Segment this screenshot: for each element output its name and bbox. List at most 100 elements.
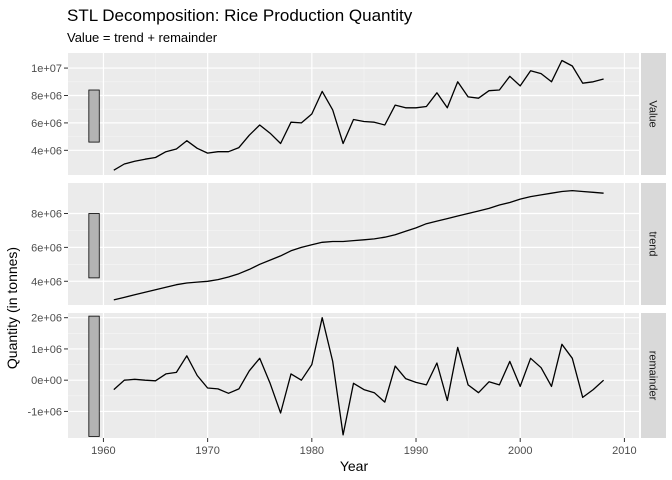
data-point: 1982: 6.3M — [331, 239, 335, 243]
x-tick-label: 1980 — [300, 445, 324, 457]
data-point: 2005: 9.3M — [570, 189, 574, 193]
data-point: 1985: 6.5M — [362, 238, 366, 242]
data-point: 2002: 9.1M — [539, 193, 543, 197]
data-point: 1970: 4.0M — [206, 279, 210, 283]
data-point: 1980: 6.7M — [310, 112, 314, 116]
data-point: 1984: -0.1M — [352, 381, 356, 385]
panel-remainder: -1e+06 0e+00 1e+06 2e+06 1961: -0.3M 1962: 0 1… — [27, 313, 666, 438]
data-point: 1992: 8.2M — [435, 91, 439, 95]
facet-strip-label: trend — [647, 231, 659, 256]
data-point: 1996: -0.4M — [477, 391, 481, 395]
data-point: 1979: 6.0M — [299, 121, 303, 125]
y-tick-label: 4e+06 — [31, 276, 62, 288]
panel-background — [68, 313, 639, 438]
data-point: 1966: 3.9M — [164, 150, 168, 154]
data-point: 2006: 9.3M — [581, 189, 585, 193]
data-point: 1980: 0.5M — [310, 363, 314, 367]
data-point: 1999: 8.7M — [508, 200, 512, 204]
data-point: 1977: 4.5M — [279, 141, 283, 145]
data-point: 1969: 4.2M — [195, 146, 199, 150]
x-tick-label: 2000 — [508, 445, 532, 457]
x-tick-label: 1990 — [404, 445, 428, 457]
y-tick-label: 4e+06 — [31, 145, 62, 157]
data-point: 2004: 9.3M — [560, 189, 564, 193]
data-point: 1984: 6.4M — [352, 239, 356, 243]
data-point: 1997: 8.3M — [487, 206, 491, 210]
data-point: 1995: 8.0M — [466, 212, 470, 216]
data-point: 2007: -0.3M — [591, 388, 595, 392]
data-point: 2000: -0.2M — [518, 384, 522, 388]
data-point: 1979: 0 — [299, 378, 303, 382]
data-point: 1974: 4.7M — [247, 267, 251, 271]
y-tick-label: 0e+00 — [31, 375, 62, 387]
data-point: 2000: 8.7M — [518, 84, 522, 88]
major-gridlines — [68, 183, 639, 305]
scale-bar — [88, 89, 100, 143]
data-point: 1998: 8.5M — [497, 203, 501, 207]
chart-subtitle: Value = trend + remainder — [67, 30, 218, 45]
series-line-value — [113, 59, 604, 171]
data-point: 1993: 7.1M — [445, 106, 449, 110]
data-point: 1967: 0.3M — [174, 370, 178, 374]
data-point: 1990: 7.1M — [414, 106, 418, 110]
minor-gridlines — [68, 53, 639, 175]
panel-value: 4e+06 6e+06 8e+06 1e+07 1961: 2.5M 1962: 3.0M… — [31, 53, 666, 175]
data-point: 1974: 0.3M — [247, 369, 251, 373]
y-tick-label: 2e+06 — [31, 313, 62, 325]
data-point: 1967: 4.1M — [174, 147, 178, 151]
data-point: 1994: 7.8M — [456, 214, 460, 218]
data-point: 1978: 0.2M — [289, 372, 293, 376]
data-point: 1984: 6.3M — [352, 117, 356, 121]
data-point: 1975: 5.0M — [258, 262, 262, 266]
series-line-remainder — [113, 317, 605, 436]
data-point: 2007: 9.0M — [591, 80, 595, 84]
data-point: 1976: 5.3M — [268, 131, 272, 135]
data-point: 1987: -0.7M — [383, 400, 387, 404]
data-point: 1969: 4.0M — [195, 280, 199, 284]
data-point: 1991: 7.4M — [424, 222, 428, 226]
data-point: 2006: 8.9M — [581, 81, 585, 85]
data-point: 1963: 3.2M — [133, 159, 137, 163]
minor-gridlines — [68, 313, 639, 438]
panel-background — [68, 53, 639, 175]
panel-background — [68, 183, 639, 305]
data-point: 1964: 3.4M — [143, 290, 147, 294]
data-point: 2001: 9.0M — [529, 195, 533, 199]
data-point: 2005: 10.2M — [570, 64, 574, 68]
x-tick-label: 1970 — [195, 445, 219, 457]
data-point: 1990: -0.1M — [414, 380, 418, 384]
data-point: 1966: 0.2M — [164, 372, 168, 376]
data-point: 1992: 7.5M — [435, 219, 439, 223]
data-point: 2005: 0.7M — [570, 356, 574, 360]
data-point: 1990: 7.2M — [414, 226, 418, 230]
chart-title: STL Decomposition: Rice Production Quant… — [67, 6, 413, 25]
data-point: 2002: 9.6M — [539, 72, 543, 76]
y-tick-label: 6e+06 — [31, 242, 62, 254]
data-point: 1989: 0.1M — [404, 377, 408, 381]
x-tick-label: 1960 — [91, 445, 115, 457]
data-point: 1986: -0.4M — [372, 391, 376, 395]
data-point: 2003: 9.0M — [549, 80, 553, 84]
major-gridlines — [68, 313, 639, 438]
data-point: 1966: 3.6M — [164, 285, 168, 289]
data-point: 1989: 7.0M — [404, 229, 408, 233]
data-point: 2004: 1.1M — [560, 342, 564, 346]
data-point: 1977: 5.5M — [279, 254, 283, 258]
y-axis-title: Quantity (in tonnes) — [4, 247, 20, 369]
data-point: 1995: -0.1M — [466, 383, 470, 387]
data-point: 1975: 5.8M — [258, 123, 262, 127]
facet-strip — [641, 53, 666, 175]
data-point: 1988: 7.3M — [393, 103, 397, 107]
data-point: 1988: 6.8M — [393, 233, 397, 237]
x-axis-title: Year — [340, 458, 369, 474]
data-point: 1985: 6.1M — [362, 120, 366, 124]
data-point: 1986: 6.0M — [372, 120, 376, 124]
data-point: 1970: -0.3M — [206, 386, 210, 390]
data-point: 1997: -0.1M — [487, 380, 491, 384]
data-point: 2000: 8.8M — [518, 197, 522, 201]
facet-panels: 4e+06 6e+06 8e+06 1e+07 1961: 2.5M 1962: 3.0M… — [27, 53, 666, 438]
data-point: 1982: 7.0M — [331, 108, 335, 112]
data-point: 1996: 8.2M — [477, 209, 481, 213]
data-point: 1987: 5.8M — [383, 123, 387, 127]
